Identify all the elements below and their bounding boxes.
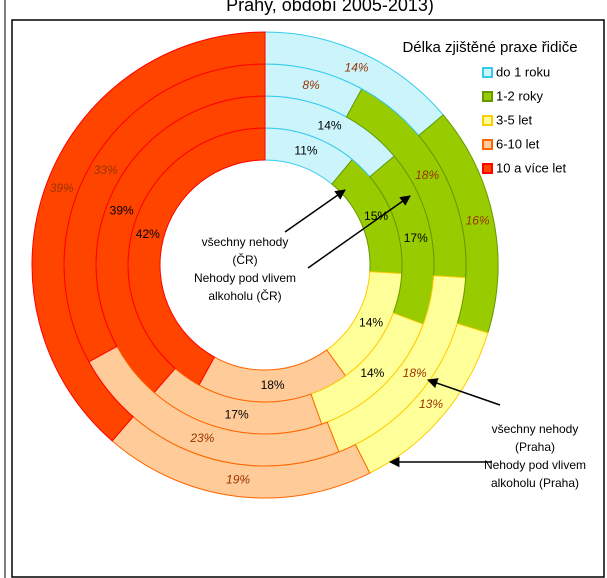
chart-title: Prahy, období 2005-2013) bbox=[226, 0, 434, 15]
legend-label: 1-2 roky bbox=[496, 88, 543, 103]
value-label: 18% bbox=[403, 366, 427, 380]
value-label: 8% bbox=[302, 78, 320, 92]
value-label: 16% bbox=[466, 214, 490, 228]
annotation-arrow bbox=[427, 378, 501, 406]
value-label: 11% bbox=[294, 143, 317, 157]
value-label: 13% bbox=[419, 397, 443, 411]
legend-swatch bbox=[482, 115, 493, 126]
value-label: 33% bbox=[94, 163, 118, 177]
annotation: (ČR) bbox=[232, 252, 257, 267]
legend-label: 3-5 let bbox=[496, 112, 533, 127]
legend-title: Délka zjištěné praxe řidiče bbox=[402, 39, 577, 56]
annotation: Nehody pod vlivem bbox=[194, 271, 296, 285]
annotation: (Praha) bbox=[515, 440, 555, 454]
legend-swatch bbox=[482, 91, 493, 102]
value-label: 14% bbox=[318, 118, 342, 132]
value-label: 42% bbox=[136, 227, 160, 241]
value-label: 18% bbox=[261, 378, 285, 392]
value-label: 18% bbox=[415, 168, 439, 182]
annotation: alkoholu (ČR) bbox=[208, 288, 281, 303]
value-label: 19% bbox=[226, 472, 250, 486]
value-label: 39% bbox=[50, 181, 74, 195]
value-label: 17% bbox=[404, 231, 428, 245]
value-label: 14% bbox=[345, 60, 369, 74]
annotation: všechny nehody bbox=[492, 422, 579, 436]
value-label: 14% bbox=[359, 315, 383, 329]
ring-segment bbox=[31, 31, 266, 442]
value-label: 39% bbox=[110, 204, 134, 218]
legend-label: do 1 roku bbox=[496, 64, 550, 79]
legend-swatch bbox=[482, 139, 493, 150]
legend-swatch bbox=[482, 163, 493, 174]
annotation: Nehody pod vlivem bbox=[484, 458, 586, 472]
annotation-arrow bbox=[307, 195, 411, 269]
legend-swatch bbox=[482, 67, 493, 78]
annotation-arrow bbox=[284, 189, 346, 233]
annotation: všechny nehody bbox=[202, 235, 289, 249]
legend-label: 6-10 let bbox=[496, 136, 540, 151]
legend-label: 10 a více let bbox=[496, 160, 566, 175]
value-label: 23% bbox=[189, 431, 214, 445]
value-label: 17% bbox=[225, 408, 249, 422]
annotation: alkoholu (Praha) bbox=[491, 476, 579, 490]
value-label: 14% bbox=[360, 366, 384, 380]
value-label: 15% bbox=[364, 209, 388, 223]
